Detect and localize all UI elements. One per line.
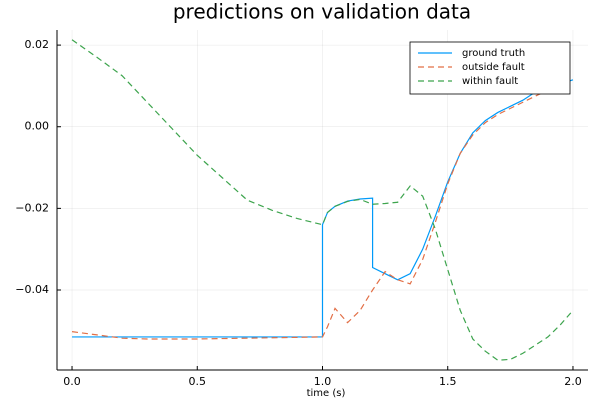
y-tick-label: 0.00: [25, 120, 50, 133]
y-tick-label: −0.04: [15, 283, 49, 296]
series-line: [72, 79, 574, 338]
y-tick-label: −0.02: [15, 201, 49, 214]
legend-label: within fault: [462, 76, 518, 87]
x-tick-label: 0.0: [63, 375, 81, 388]
x-tick-label: 1.5: [439, 375, 457, 388]
legend-label: ground truth: [462, 48, 525, 59]
legend-label: outside fault: [462, 62, 525, 73]
series-line: [71, 83, 574, 340]
y-tick-label: 0.02: [25, 38, 50, 51]
x-tick-label: 2.0: [564, 375, 582, 388]
x-tick-label: 0.5: [189, 375, 207, 388]
legend-box: [409, 41, 571, 95]
chart-title: predictions on validation data: [173, 0, 471, 24]
x-tick-label: 1.0: [314, 375, 332, 388]
x-axis-label: time (s): [307, 388, 346, 399]
